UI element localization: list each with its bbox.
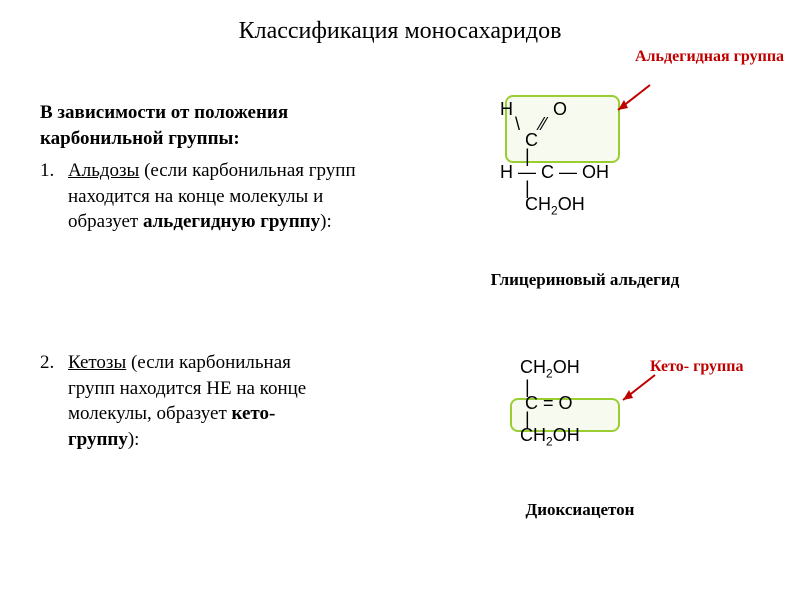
- item1-name: Альдозы: [68, 160, 139, 181]
- item1-line3-pre: образует: [68, 211, 143, 232]
- aldehyde-group-label: Альдегидная группа: [635, 48, 785, 66]
- item2-tail1: (если карбонильная: [126, 352, 291, 373]
- item1-line3-bold: альдегидную группу: [143, 211, 320, 232]
- item1-num: 1.: [40, 158, 68, 184]
- intro-line2: карбонильной группы:: [40, 128, 240, 149]
- molecule2-caption: Диоксиацетон: [490, 500, 670, 520]
- item2-line3-bold: кето-: [232, 403, 276, 424]
- item2-line3-pre: молекулы, образует: [68, 403, 232, 424]
- item1-tail1: (если карбонильная групп: [139, 160, 355, 181]
- page-title: Классификация моносахаридов: [0, 0, 800, 45]
- item2-name: Кетозы: [68, 352, 126, 373]
- intro-line1: В зависимости от положения: [40, 102, 288, 123]
- item2-line4-post: ):: [128, 429, 140, 450]
- intro-text: В зависимости от положения карбонильной …: [40, 100, 288, 151]
- item1-line2: находится на конце молекулы и: [40, 186, 323, 207]
- item1-block: 1.Альдозы (если карбонильная групп наход…: [40, 158, 460, 235]
- molecule1-structure: H O \ ⁄⁄ C | H — C — OH | CH2OH: [500, 100, 609, 217]
- item2-block: 2.Кетозы (если карбонильная групп находи…: [40, 350, 460, 453]
- molecule2-structure: CH2OH | C = O | CH2OH: [520, 358, 580, 448]
- arrow-keto-icon: [615, 370, 665, 410]
- item1-line3-post: ):: [320, 211, 332, 232]
- item2-line2: групп находится НЕ на конце: [40, 378, 306, 399]
- item2-num: 2.: [40, 350, 68, 376]
- item2-line4-bold: группу: [68, 429, 128, 450]
- arrow-aldehyde-icon: [610, 80, 660, 120]
- molecule1-caption: Глицериновый альдегид: [470, 270, 700, 290]
